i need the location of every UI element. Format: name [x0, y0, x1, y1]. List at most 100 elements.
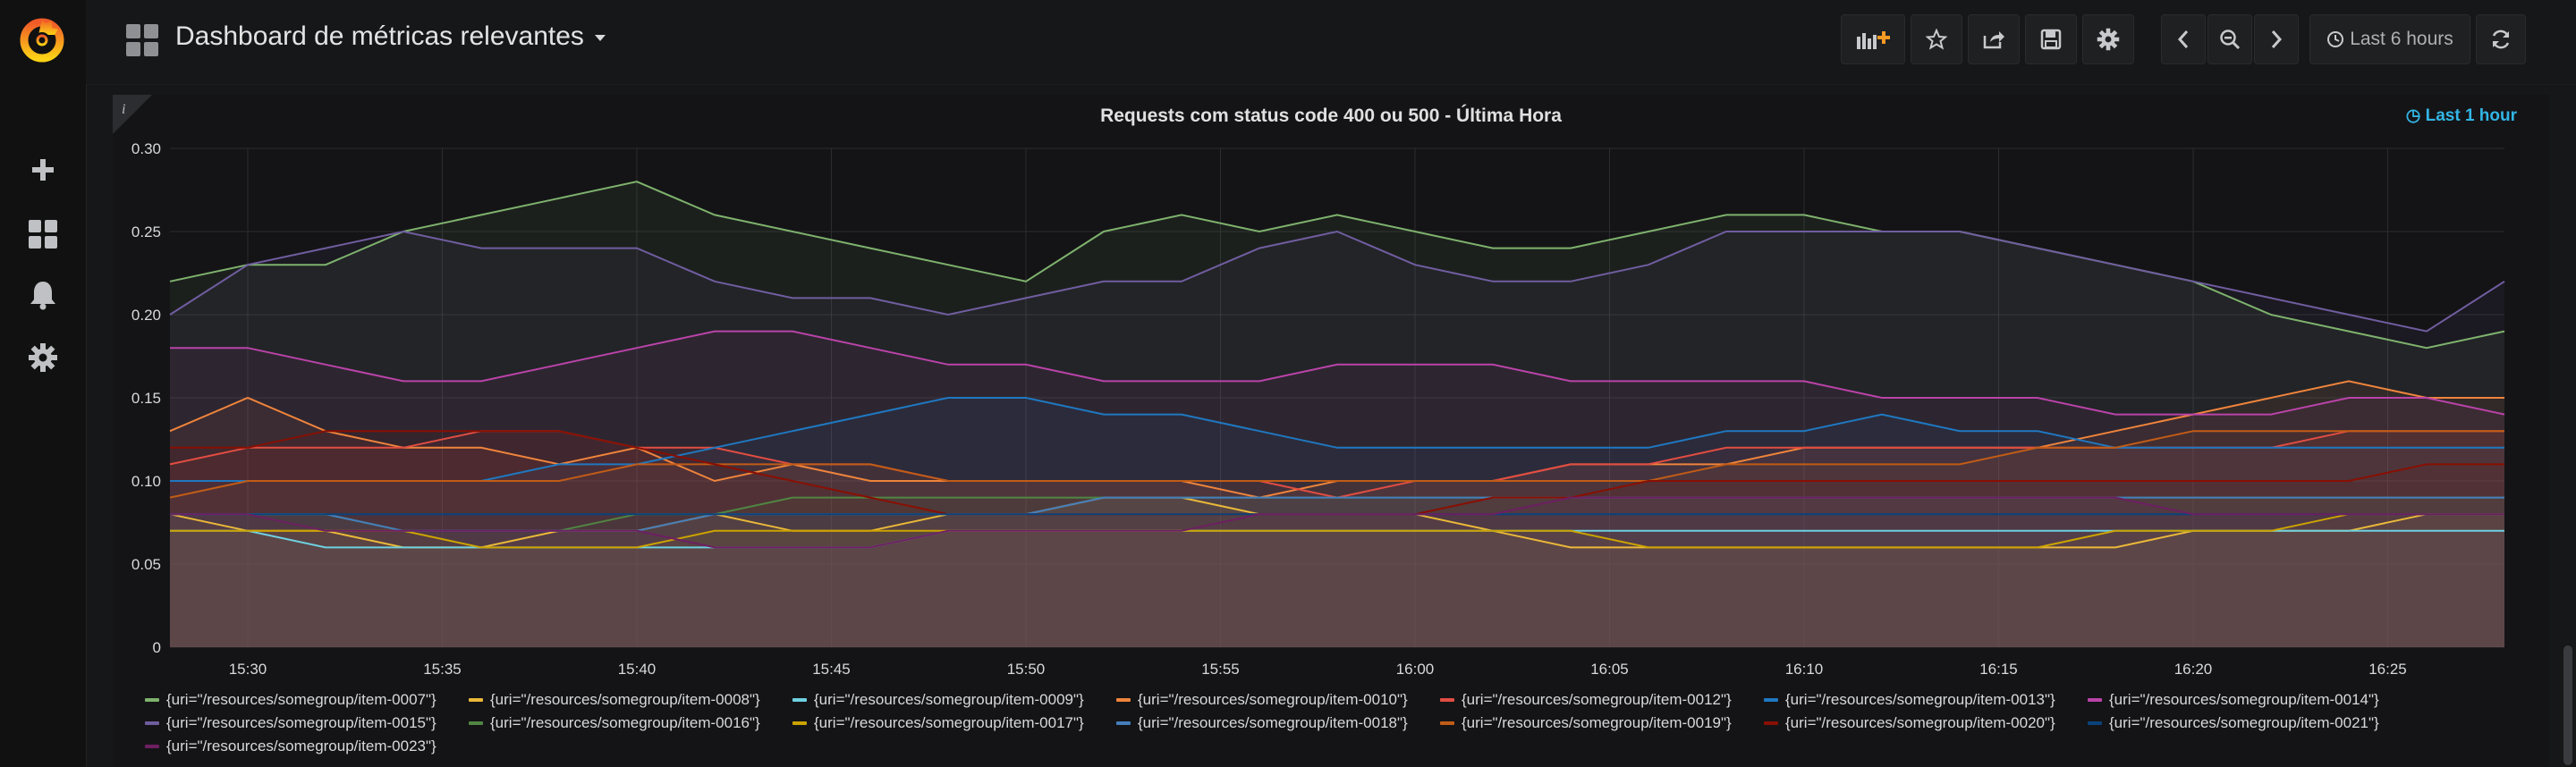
- clock-icon: [2327, 31, 2344, 47]
- legend-swatch: [2088, 721, 2102, 725]
- add-panel-button[interactable]: [1841, 14, 1905, 64]
- legend-label: {uri="/resources/somegroup/item-0020"}: [1785, 714, 2055, 731]
- zoom-out-button[interactable]: [2207, 14, 2252, 64]
- legend-label: {uri="/resources/somegroup/item-0007"}: [166, 691, 436, 708]
- x-tick-label: 16:15: [1979, 661, 2018, 678]
- legend-swatch: [1764, 721, 1778, 725]
- legend-item[interactable]: {uri="/resources/somegroup/item-0017"}: [792, 714, 1116, 732]
- x-tick-label: 16:10: [1785, 661, 1824, 678]
- legend-label: {uri="/resources/somegroup/item-0019"}: [1462, 714, 1732, 731]
- star-icon: [1926, 29, 1947, 50]
- legend-item[interactable]: {uri="/resources/somegroup/item-0012"}: [1440, 691, 1764, 709]
- save-button[interactable]: [2025, 14, 2077, 64]
- legend-item[interactable]: {uri="/resources/somegroup/item-0015"}: [145, 714, 469, 732]
- x-tick-label: 15:30: [229, 661, 267, 678]
- legend-item[interactable]: {uri="/resources/somegroup/item-0016"}: [469, 714, 792, 732]
- panel-time-override: ◷ Last 1 hour: [2406, 105, 2517, 126]
- x-tick-label: 16:00: [1396, 661, 1435, 678]
- x-tick-label: 15:55: [1201, 661, 1240, 678]
- series-line-8: [169, 230, 2505, 333]
- legend-item[interactable]: {uri="/resources/somegroup/item-0007"}: [145, 691, 469, 709]
- series-area-11: [170, 497, 2504, 647]
- y-tick-label: 0.10: [131, 473, 161, 490]
- grafana-logo-icon[interactable]: [16, 13, 68, 64]
- time-forward-button[interactable]: [2254, 14, 2299, 64]
- legend-item[interactable]: {uri="/resources/somegroup/item-0008"}: [469, 691, 792, 709]
- legend-row: {uri="/resources/somegroup/item-0007"} {u…: [145, 688, 2542, 712]
- save-icon: [2040, 29, 2062, 50]
- cog-icon: [2097, 28, 2120, 51]
- panel-info-corner[interactable]: [113, 95, 152, 134]
- bell-icon[interactable]: [25, 277, 61, 313]
- x-tick-label: 15:45: [812, 661, 851, 678]
- legend-item[interactable]: {uri="/resources/somegroup/item-0019"}: [1440, 714, 1764, 732]
- legend-label: {uri="/resources/somegroup/item-0023"}: [166, 738, 436, 754]
- chevron-right-icon: [2271, 30, 2283, 48]
- plus-icon[interactable]: [25, 152, 61, 188]
- legend-swatch: [469, 721, 483, 725]
- refresh-button[interactable]: [2476, 14, 2526, 64]
- legend-swatch: [1440, 698, 1454, 702]
- legend-swatch: [1440, 721, 1454, 725]
- legend-label: {uri="/resources/somegroup/item-0009"}: [814, 691, 1084, 708]
- legend-swatch: [1116, 698, 1131, 702]
- graph-legend: {uri="/resources/somegroup/item-0007"} {u…: [145, 688, 2542, 758]
- legend-label: {uri="/resources/somegroup/item-0016"}: [490, 714, 760, 731]
- legend-row: {uri="/resources/somegroup/item-0015"} {u…: [145, 712, 2542, 735]
- series-line-15: [170, 496, 2504, 549]
- legend-swatch: [145, 698, 159, 702]
- series-line-7: [170, 330, 2505, 416]
- legend-row: {uri="/resources/somegroup/item-0023"}: [145, 735, 2542, 758]
- series-area-5: [170, 431, 2504, 647]
- x-tick-label: 16:05: [1590, 661, 1629, 678]
- legend-label: {uri="/resources/somegroup/item-0013"}: [1785, 691, 2055, 708]
- share-button[interactable]: [1968, 14, 2020, 64]
- legend-item[interactable]: {uri="/resources/somegroup/item-0021"}: [2088, 714, 2411, 732]
- settings-button[interactable]: [2082, 14, 2134, 64]
- legend-item[interactable]: {uri="/resources/somegroup/item-0020"}: [1764, 714, 2088, 732]
- x-tick-label: 15:40: [618, 661, 657, 678]
- legend-item[interactable]: {uri="/resources/somegroup/item-0014"}: [2088, 691, 2411, 709]
- x-tick-label: 15:35: [423, 661, 462, 678]
- legend-swatch: [469, 698, 483, 702]
- series-area-12: [170, 431, 2504, 647]
- graph-chart[interactable]: 0 0.05 0.10 0.15 0.20 0.25 0.30 15:30 15:35 15:40…: [113, 95, 2549, 688]
- star-button[interactable]: [1911, 14, 1962, 64]
- dashboards-icon[interactable]: [25, 216, 61, 252]
- series-area-7: [170, 331, 2504, 647]
- series-area-3: [170, 530, 2504, 647]
- dashboard-title-dropdown[interactable]: Dashboard de métricas relevantes: [175, 21, 606, 52]
- legend-swatch: [145, 745, 159, 748]
- legend-label: {uri="/resources/somegroup/item-0008"}: [490, 691, 760, 708]
- legend-label: {uri="/resources/somegroup/item-0014"}: [2109, 691, 2379, 708]
- series-area-15: [170, 497, 2504, 647]
- series-area-9: [170, 497, 2504, 647]
- legend-swatch: [145, 721, 159, 725]
- legend-item[interactable]: {uri="/resources/somegroup/item-0023"}: [145, 738, 469, 755]
- gear-icon[interactable]: [25, 340, 61, 375]
- refresh-icon: [2492, 30, 2510, 49]
- legend-item[interactable]: {uri="/resources/somegroup/item-0013"}: [1764, 691, 2088, 709]
- chevron-left-icon: [2177, 30, 2189, 48]
- legend-swatch: [1764, 698, 1778, 702]
- chevron-down-icon: [594, 34, 606, 41]
- time-picker-button[interactable]: Last 6 hours: [2309, 14, 2470, 64]
- topbar: Dashboard de métricas relevantes: [86, 0, 2576, 85]
- series-area-2: [170, 497, 2504, 647]
- clock-icon: ◷: [2405, 106, 2421, 125]
- y-tick-label: 0.15: [131, 390, 161, 407]
- legend-item[interactable]: {uri="/resources/somegroup/item-0009"}: [792, 691, 1116, 709]
- time-back-button[interactable]: [2161, 14, 2206, 64]
- y-tick-label: 0.30: [131, 140, 161, 157]
- panel-title[interactable]: Requests com status code 400 ou 500 - Úl…: [1100, 105, 1562, 126]
- dashboard-grid-icon: [125, 23, 159, 57]
- y-tick-label: 0: [153, 639, 161, 656]
- y-tick-label: 0.05: [131, 556, 161, 573]
- legend-item[interactable]: {uri="/resources/somegroup/item-0010"}: [1116, 691, 1440, 709]
- legend-item[interactable]: {uri="/resources/somegroup/item-0018"}: [1116, 714, 1440, 732]
- series-area-13: [170, 431, 2504, 647]
- dashboard-title: Dashboard de métricas relevantes: [175, 21, 584, 51]
- page-scrollbar[interactable]: [2563, 645, 2572, 765]
- legend-label: {uri="/resources/somegroup/item-0012"}: [1462, 691, 1732, 708]
- legend-label: {uri="/resources/somegroup/item-0010"}: [1138, 691, 1408, 708]
